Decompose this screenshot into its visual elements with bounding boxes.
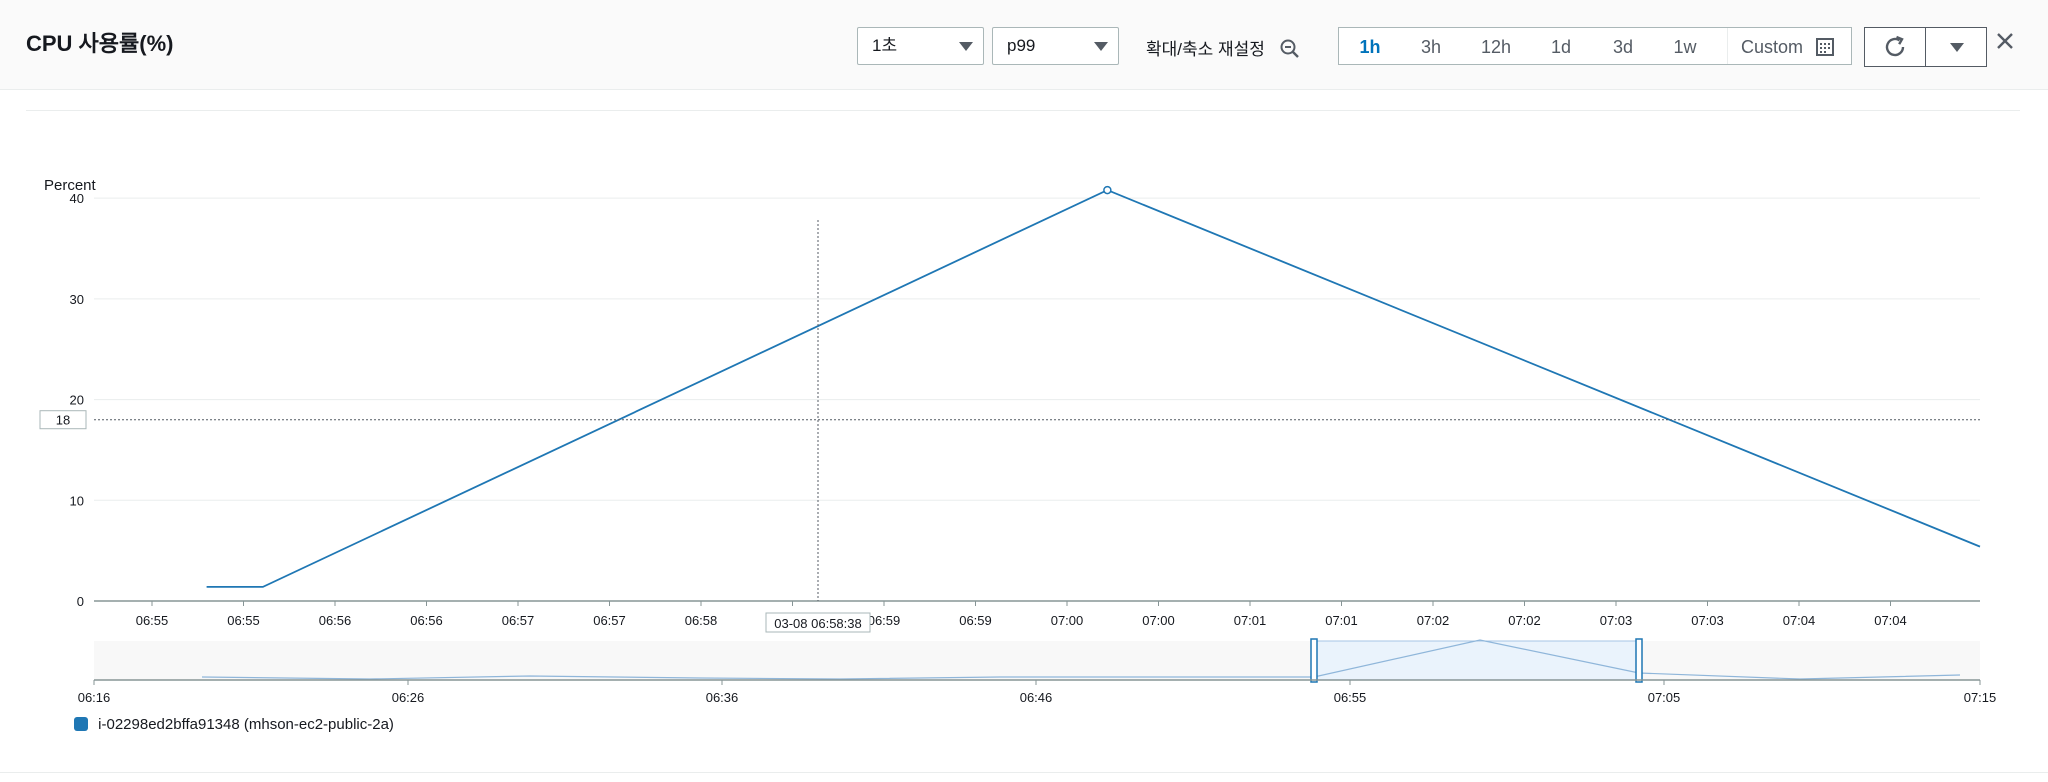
x-tick-label: 06:56: [319, 613, 352, 628]
time-range-selector: 1h 3h 12h 1d 3d 1w Custom: [1338, 27, 1852, 65]
x-tick-label: 07:01: [1325, 613, 1358, 628]
y-tick-label: 40: [70, 191, 84, 206]
zoom-reset-button[interactable]: 확대/축소 재설정: [1146, 35, 1300, 60]
x-tick-label: 06:55: [227, 613, 260, 628]
crosshair-y-label: 18: [56, 413, 70, 428]
statistic-select-value: p99: [1007, 36, 1036, 55]
legend-swatch: [74, 716, 88, 731]
range-button-3d[interactable]: 3d: [1612, 37, 1634, 57]
chevron-down-icon: [959, 42, 973, 51]
x-tick-label: 07:04: [1874, 613, 1907, 628]
y-tick-label: 0: [77, 594, 84, 609]
x-tick-label: 07:02: [1417, 613, 1450, 628]
x-tick-label: 07:00: [1051, 613, 1084, 628]
caret-down-icon: [1950, 43, 1964, 52]
x-tick-label: 07:03: [1600, 613, 1633, 628]
custom-range-label: Custom: [1741, 37, 1804, 57]
divider: [26, 110, 2020, 111]
refresh-options-dropdown[interactable]: [1925, 27, 1987, 67]
navigator-tick-label: 06:16: [78, 690, 111, 705]
navigator-handle-right[interactable]: [1635, 638, 1643, 683]
series-line-0: [206, 189, 1981, 588]
widget-header: CPU 사용률(%) 1초 p99 확대/축소 재설정 1h 3h 12h 1d…: [0, 0, 2048, 90]
range-button-1d[interactable]: 1d: [1550, 37, 1572, 57]
x-tick-label: 06:56: [410, 613, 443, 628]
range-button-1w[interactable]: 1w: [1673, 37, 1697, 57]
navigator-tick-label: 07:15: [1964, 690, 1997, 705]
x-tick-label: 06:58: [685, 613, 718, 628]
chart-legend: i-02298ed2bffa91348 (mhson-ec2-public-2a…: [74, 716, 394, 733]
peak-point: [1103, 185, 1112, 195]
range-button-12h[interactable]: 12h: [1480, 37, 1512, 57]
widget-title: CPU 사용률(%): [26, 31, 174, 56]
navigator-tick-label: 07:05: [1648, 690, 1681, 705]
zoom-reset-label: 확대/축소 재설정: [1146, 40, 1265, 59]
cpu-chart: Percent 0 10 20 30 40 06:55 06:55 06:56 06:56 06:5…: [39, 177, 1997, 705]
navigator-tick-label: 06:46: [1020, 690, 1053, 705]
refresh-button[interactable]: [1864, 27, 1926, 67]
range-divider: [1727, 28, 1728, 64]
x-tick-label: 07:02: [1508, 613, 1541, 628]
close-icon: [1997, 33, 2013, 49]
zoom-out-icon: [1280, 39, 1299, 58]
y-tick-label: 30: [70, 292, 84, 307]
x-tick-label: 07:03: [1691, 613, 1724, 628]
custom-range-button[interactable]: Custom: [1741, 28, 1835, 64]
x-tick-label: 06:59: [868, 613, 901, 628]
navigator-series-line: [201, 639, 1961, 680]
x-tick-label: 07:04: [1783, 613, 1816, 628]
x-tick-label: 07:01: [1234, 613, 1267, 628]
x-tick-label: 06:55: [136, 613, 169, 628]
crosshair-x-label: 03-08 06:58:38: [774, 616, 861, 631]
y-tick-label: 10: [70, 493, 84, 508]
refresh-icon: [1885, 35, 1905, 57]
navigator-tick-label: 06:36: [706, 690, 739, 705]
crosshair-x-label-box: [765, 612, 871, 633]
navigator-selection: [1313, 640, 1640, 681]
legend-series-label[interactable]: i-02298ed2bffa91348 (mhson-ec2-public-2a…: [98, 716, 394, 733]
period-select-value: 1초: [872, 36, 898, 55]
y-tick-label: 20: [70, 393, 84, 408]
range-button-1h[interactable]: 1h: [1359, 37, 1381, 57]
period-select[interactable]: 1초: [857, 27, 984, 65]
x-tick-label: 06:57: [593, 613, 626, 628]
close-button[interactable]: [1990, 26, 2020, 56]
y-axis-label: Percent: [44, 177, 97, 194]
navigator-tick-label: 06:26: [392, 690, 425, 705]
statistic-select[interactable]: p99: [992, 27, 1119, 65]
x-tick-label: 07:00: [1142, 613, 1175, 628]
chevron-down-icon: [1094, 42, 1108, 51]
crosshair-y-label-box: [39, 410, 87, 430]
navigator-tick-label: 06:55: [1334, 690, 1367, 705]
x-tick-label: 06:57: [502, 613, 535, 628]
navigator-handle-left[interactable]: [1310, 638, 1318, 683]
x-tick-label: 06:59: [959, 613, 992, 628]
calendar-icon: [1816, 37, 1835, 56]
navigator-background: [94, 641, 1980, 680]
divider: [0, 772, 2048, 773]
range-button-3h[interactable]: 3h: [1420, 37, 1442, 57]
